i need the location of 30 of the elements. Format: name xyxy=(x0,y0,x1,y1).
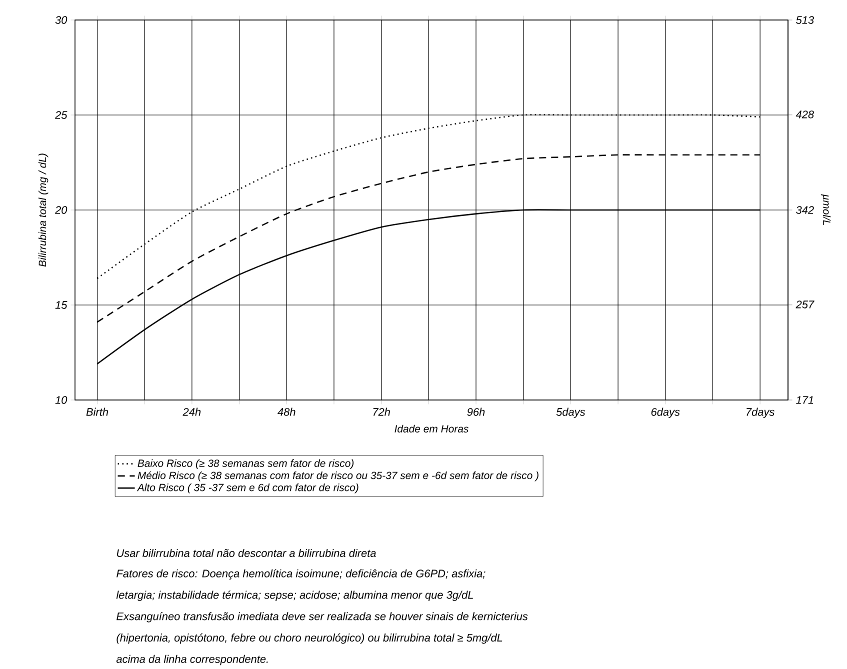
x-axis-title: Idade em Horas xyxy=(394,424,468,433)
y-tick-label: 10 xyxy=(55,396,68,404)
legend-label: Médio Risco (≥ 38 semanas com fator de risco ou 35-37 sem e -6d sem fator de risco ) xyxy=(138,471,538,482)
y-axis-title: Bilirrubina total (mg / dL) xyxy=(38,154,48,267)
y2-tick-label: 428 xyxy=(796,110,814,118)
x-tick-label: Birth xyxy=(86,408,108,416)
text: Usar bilirrubina total não descontar a bilirrubina direta xyxy=(117,548,376,558)
text: acima da linha correspondente. xyxy=(116,654,268,666)
y2-tick-label: 513 xyxy=(796,16,814,24)
legend-label: Baixo Risco (≥ 38 semanas sem fator de risco) xyxy=(138,459,354,470)
legend-label: Alto Risco ( 35 -37 sem e 6d com fator de risco) xyxy=(136,484,358,494)
y-tick-label: 30 xyxy=(55,16,68,24)
text: (hipertonia, opistótono, febre ou choro neurológico) ou bilirrubina total ≥ 5mg/dL xyxy=(116,633,502,644)
x-tick-label: 48h xyxy=(278,408,296,416)
x-tick-label: 6days xyxy=(651,408,680,418)
text: Fatores de risco: Doença hemolítica isoimune; deficiência de G6PD; asfixia; xyxy=(116,569,486,580)
y-tick-label: 25 xyxy=(54,111,68,119)
x-tick-label: 7days xyxy=(746,408,774,418)
y2-tick-label: 342 xyxy=(796,206,814,214)
x-tick-label: 96h xyxy=(467,408,485,416)
y2-tick-label: 257 xyxy=(796,300,814,308)
y2-axis-title: µmol/L xyxy=(820,194,831,226)
x-tick-label: 72h xyxy=(373,408,390,416)
x-tick-label: 5days xyxy=(556,408,586,418)
y-tick-label: 20 xyxy=(54,206,68,214)
y-tick-label: 15 xyxy=(55,301,68,309)
y2-tick-label: 171 xyxy=(796,396,814,404)
x-tick-label: 24h xyxy=(182,408,201,416)
text: Exsanguíneo transfusão imediata deve ser realizada se houver sinais de kernicterius xyxy=(116,612,528,622)
text: letargia; instabilidade térmica; sepse; acidose; albumina menor que 3g/dL xyxy=(116,590,473,601)
